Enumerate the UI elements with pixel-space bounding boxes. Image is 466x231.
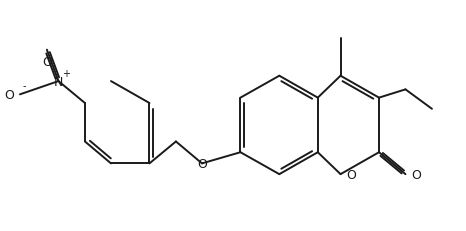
Text: O: O <box>197 157 207 170</box>
Text: O: O <box>42 56 52 69</box>
Text: O: O <box>4 88 14 101</box>
Text: O: O <box>346 168 356 181</box>
Text: O: O <box>411 168 421 181</box>
Text: -: - <box>22 81 26 91</box>
Text: +: + <box>62 69 70 79</box>
Text: N: N <box>54 75 63 88</box>
